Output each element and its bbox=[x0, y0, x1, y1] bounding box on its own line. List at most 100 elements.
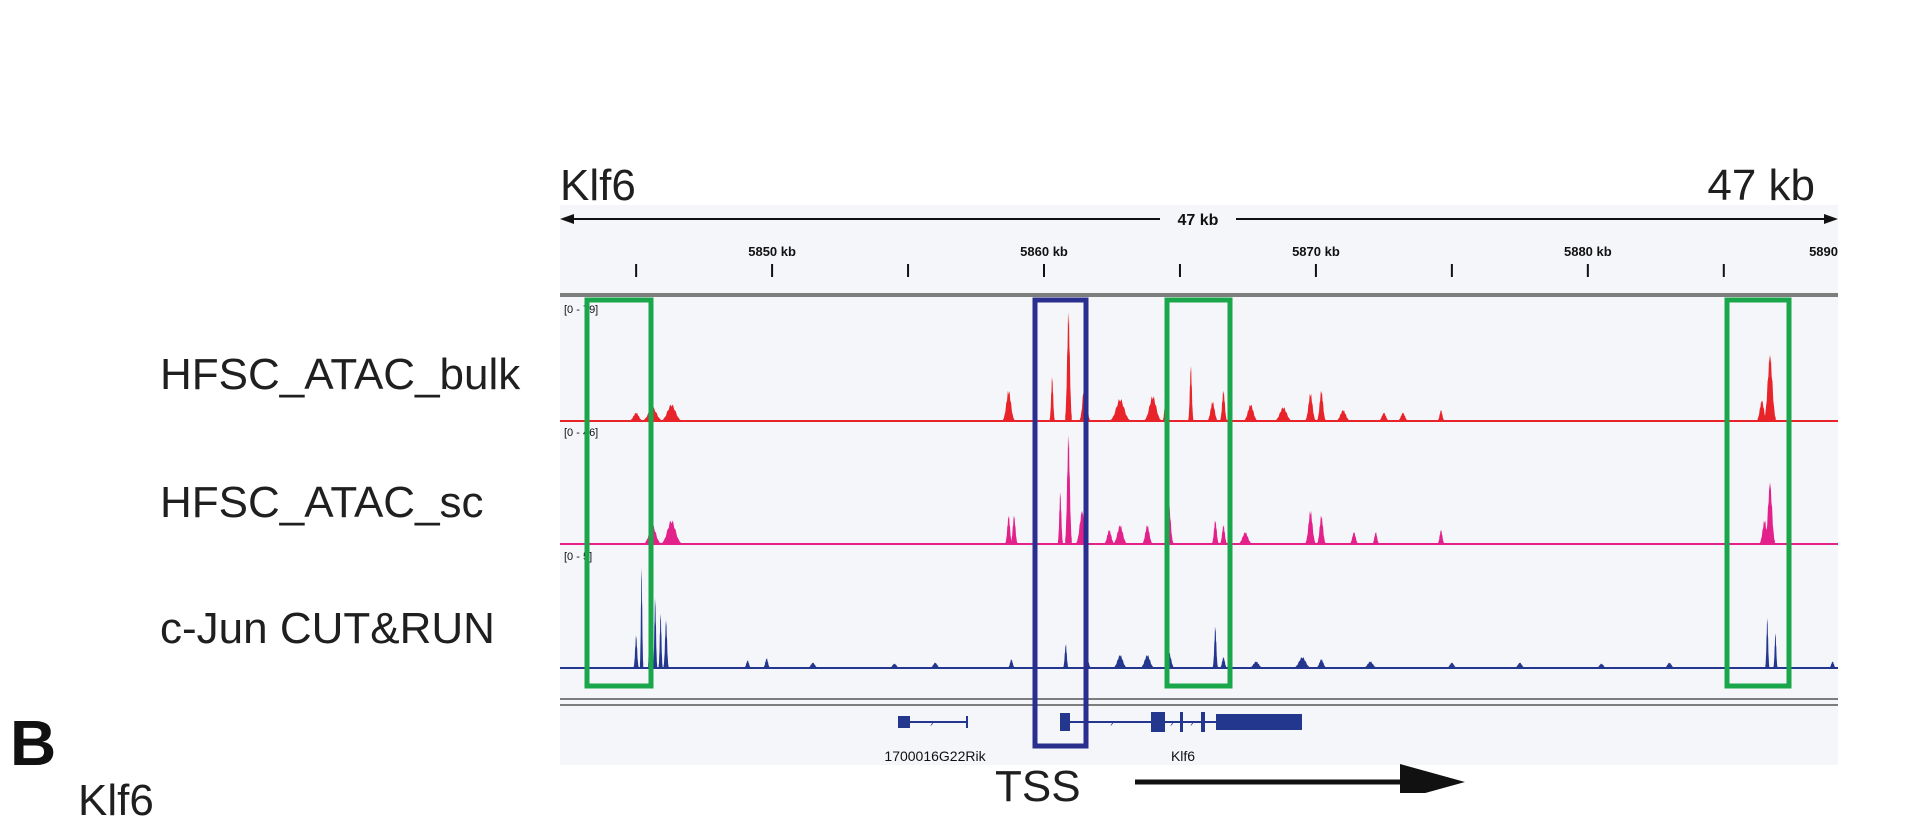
track-range-sc: [0 - 46] bbox=[564, 427, 598, 439]
signal-peak bbox=[1275, 407, 1292, 421]
signal-peak bbox=[1316, 659, 1327, 668]
ruler-tick-label: 5870 kb bbox=[1292, 244, 1340, 259]
tss-box bbox=[1032, 297, 1089, 749]
signal-peak bbox=[1664, 662, 1675, 668]
signal-peak bbox=[1220, 525, 1227, 544]
signal-peak bbox=[1010, 515, 1018, 544]
signal-peak bbox=[653, 598, 658, 668]
gene-Klf6-model: › › › bbox=[1060, 712, 1302, 732]
signal-peak bbox=[1765, 482, 1775, 544]
signal-peak bbox=[1065, 435, 1072, 544]
signal-peak bbox=[1113, 654, 1127, 668]
signal-peak bbox=[1437, 529, 1445, 544]
signal-peak bbox=[1207, 401, 1218, 421]
signal-peak bbox=[661, 520, 682, 544]
signal-peak bbox=[1002, 390, 1015, 421]
signal-peak bbox=[633, 635, 639, 668]
signal-peak bbox=[1514, 662, 1525, 668]
svg-text:›: › bbox=[1190, 718, 1193, 729]
gene-name-Klf6: Klf6 bbox=[1171, 748, 1195, 764]
track-label-cutrun: c-Jun CUT&RUN bbox=[160, 604, 495, 653]
signal-peak bbox=[1057, 491, 1063, 544]
panel-letter: B bbox=[10, 707, 57, 779]
cutoff-gene-label: Klf6 bbox=[78, 776, 154, 825]
track-range-bulk: [0 - 79] bbox=[564, 304, 598, 316]
signal-peak bbox=[1398, 412, 1408, 421]
signal-peak bbox=[639, 567, 644, 668]
svg-text:›: › bbox=[1170, 718, 1173, 729]
signal-peak bbox=[1144, 396, 1161, 421]
signal-peak bbox=[663, 620, 669, 668]
tss-label: TSS bbox=[995, 762, 1081, 811]
ruler-tick-label: 5850 kb bbox=[748, 244, 796, 259]
highlight-box-3 bbox=[1724, 297, 1792, 689]
signal-peak bbox=[1363, 661, 1377, 668]
signal-peak bbox=[744, 660, 751, 668]
signal-peak bbox=[1336, 409, 1350, 421]
genome-browser-figure: Klf6 47 kb 47 kb 5850 kb 5860 kb 5870 kb 58… bbox=[560, 161, 1838, 793]
track-label-sc: HFSC_ATAC_sc bbox=[160, 478, 484, 527]
browser-panel-background bbox=[560, 205, 1838, 765]
ruler-ticks: 5850 kb 5860 kb 5870 kb 5880 kb 5890 bbox=[635, 244, 1838, 277]
gene-track: › 1700016G22Rik › › › Klf6 bbox=[884, 712, 1302, 764]
signal-peak bbox=[1756, 400, 1767, 421]
highlight-boxes bbox=[584, 297, 1792, 749]
signal-peak bbox=[1244, 404, 1258, 421]
svg-text:›: › bbox=[1110, 718, 1113, 729]
signal-peak bbox=[1759, 520, 1770, 544]
signal-peak bbox=[1065, 312, 1072, 421]
ruler-tick-label: 5860 kb bbox=[1020, 244, 1068, 259]
signal-peak bbox=[1220, 657, 1227, 668]
signal-peak bbox=[1829, 661, 1836, 668]
highlight-box-2 bbox=[1164, 297, 1233, 689]
signal-peak bbox=[1142, 525, 1153, 544]
signal-peak bbox=[629, 412, 643, 421]
signal-peak bbox=[658, 613, 663, 668]
signal-peak bbox=[1317, 515, 1326, 544]
signal-peak bbox=[1596, 663, 1607, 668]
signal-peak bbox=[661, 404, 682, 421]
signal-peak bbox=[1140, 654, 1154, 668]
signal-peak bbox=[1379, 412, 1389, 421]
ruler-span-label: 47 kb bbox=[1178, 212, 1219, 229]
signal-peak bbox=[1773, 633, 1778, 668]
gene-title: Klf6 bbox=[560, 161, 636, 210]
track-label-bulk: HFSC_ATAC_bulk bbox=[160, 350, 521, 399]
signal-peak bbox=[1305, 510, 1316, 544]
signal-peak bbox=[1104, 529, 1115, 544]
signal-peak bbox=[1188, 365, 1194, 421]
signal-peak bbox=[1305, 393, 1316, 421]
signal-peak bbox=[1349, 532, 1359, 544]
signal-peak bbox=[930, 662, 941, 668]
signal-peak bbox=[1372, 532, 1380, 544]
ruler: 47 kb 5850 kb 5860 kb 5870 kb 5880 kb 5890 bbox=[560, 212, 1838, 277]
signal-peak bbox=[763, 658, 770, 668]
signal-peak bbox=[1765, 617, 1770, 668]
signal-peak bbox=[1317, 390, 1326, 421]
span-title: 47 kb bbox=[1707, 161, 1815, 210]
signal-peak bbox=[807, 662, 818, 668]
signal-peak bbox=[889, 663, 900, 668]
tss-arrowhead bbox=[1400, 764, 1465, 793]
signal-peak bbox=[1212, 520, 1219, 544]
signal-peak bbox=[1212, 626, 1218, 668]
signal-peak bbox=[1764, 354, 1776, 421]
signal-peak bbox=[1008, 659, 1015, 668]
signal-peak bbox=[1049, 376, 1055, 421]
ruler-tick-label: 5890 bbox=[1809, 244, 1838, 259]
signal-peak bbox=[1446, 662, 1457, 668]
signal-peak bbox=[1294, 657, 1311, 668]
signal-peak bbox=[1249, 661, 1263, 668]
signal-peak bbox=[1005, 515, 1012, 544]
gene-1700016G22Rik-model: › bbox=[898, 716, 968, 729]
signal-peak bbox=[1110, 398, 1130, 421]
track-0 bbox=[560, 312, 1838, 422]
signal-peak bbox=[1437, 409, 1445, 421]
signal-peak bbox=[1220, 390, 1227, 421]
ruler-tick-label: 5880 kb bbox=[1564, 244, 1612, 259]
gene-name-1700016G22Rik: 1700016G22Rik bbox=[884, 748, 986, 764]
highlight-box-1 bbox=[584, 297, 654, 689]
signal-peak bbox=[1113, 525, 1127, 544]
signal-peak bbox=[1063, 644, 1069, 668]
signal-peak bbox=[1238, 532, 1252, 544]
